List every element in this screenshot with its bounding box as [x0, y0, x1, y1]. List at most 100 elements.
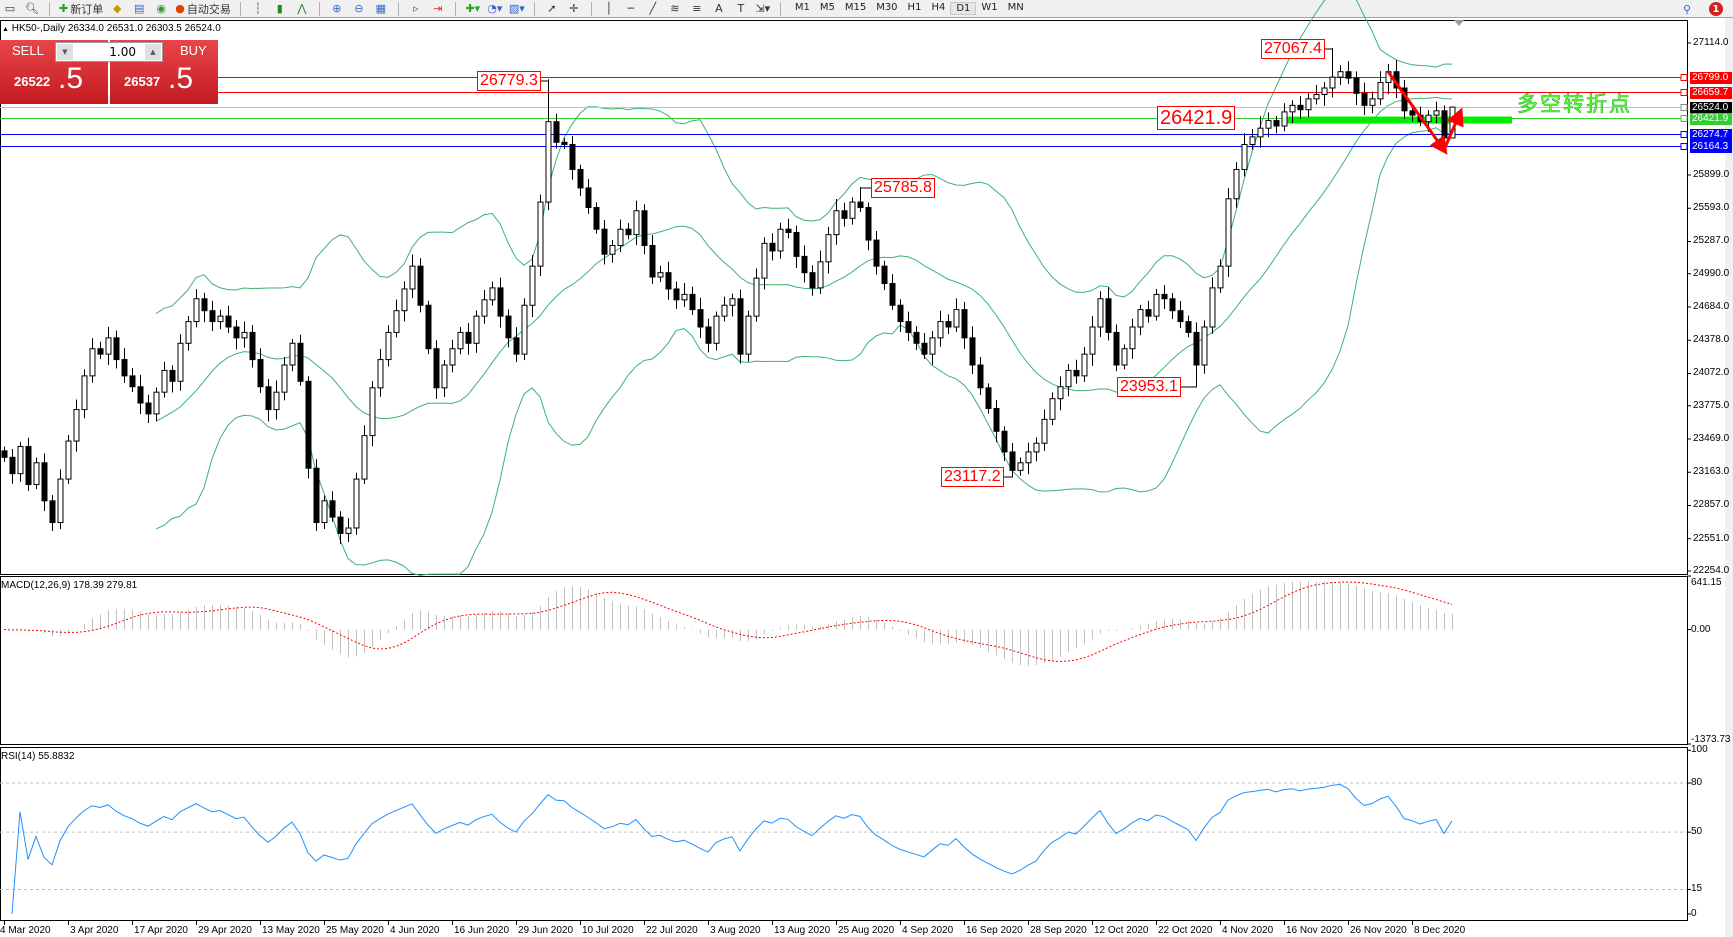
- candle: [361, 425, 368, 484]
- bar-chart-icon[interactable]: ┆: [254, 2, 262, 15]
- candle-body-bull: [481, 299, 488, 317]
- candle: [345, 518, 352, 542]
- candle-body-bear: [1193, 331, 1200, 366]
- new-order-label: 新订单: [70, 2, 104, 16]
- candle: [1225, 187, 1232, 277]
- candle: [1233, 162, 1240, 208]
- candle-body-bull: [393, 310, 400, 333]
- lot-value: 1.00: [109, 45, 136, 59]
- fibo-fan-icon[interactable]: ≡: [692, 2, 702, 15]
- periods-icon[interactable]: ◔▾: [487, 2, 503, 15]
- candle-body-bear: [121, 359, 128, 377]
- price-line-marker: [1680, 131, 1688, 138]
- timeframe-h1[interactable]: H1: [907, 2, 922, 13]
- timeframe-mn[interactable]: MN: [1007, 2, 1024, 13]
- candle-body-bear: [769, 242, 776, 252]
- vertical-line-icon[interactable]: │: [605, 2, 613, 15]
- y-tick-label: 22551.0: [1693, 532, 1730, 544]
- text-icon[interactable]: A: [715, 2, 723, 15]
- timeframe-m1[interactable]: M1: [794, 2, 810, 13]
- fibonacci-icon[interactable]: ≋: [670, 2, 680, 15]
- line-chart-icon[interactable]: ⋀: [297, 2, 307, 15]
- extreme-connector: [1324, 48, 1333, 50]
- candle-body-bull: [33, 462, 40, 486]
- y-tick-label: 23163.0: [1693, 466, 1730, 478]
- candle-body-bull: [777, 228, 784, 252]
- candle-body-bull: [449, 348, 456, 366]
- new-chart-icon[interactable]: ▭: [4, 2, 16, 15]
- candle-body-bear: [977, 364, 984, 389]
- candle-body-bear: [673, 288, 680, 301]
- new-order-icon: ✚: [59, 2, 69, 15]
- crosshair-icon[interactable]: ✛: [569, 2, 579, 15]
- timeframe-w1[interactable]: W1: [981, 2, 998, 13]
- x-tick-label: 29 Apr 2020: [198, 925, 252, 936]
- arrows-icon[interactable]: ⇲▾: [755, 2, 771, 15]
- auto-trading-button[interactable]: ● 自动交易: [175, 1, 231, 17]
- candle: [385, 325, 392, 367]
- collapse-triangle-icon[interactable]: ▲: [2, 26, 9, 33]
- label-icon[interactable]: T: [737, 2, 745, 15]
- toolbar-right: ⚲ 1: [1679, 0, 1723, 18]
- shift-icon[interactable]: ⇥: [433, 2, 443, 15]
- new-order-button[interactable]: ✚ 新订单: [59, 1, 103, 17]
- search-icon[interactable]: ⚲: [1682, 2, 1692, 16]
- candle-body-bear: [9, 456, 16, 475]
- templates-icon[interactable]: ▧▾: [508, 2, 525, 15]
- candle-body-bull: [753, 277, 760, 317]
- tile-icon[interactable]: ▦: [375, 2, 387, 15]
- candle: [497, 277, 504, 328]
- candle-body-bear: [465, 331, 472, 344]
- timeframe-d1[interactable]: D1: [950, 2, 977, 15]
- candle-body-bull: [73, 409, 80, 442]
- zoom-out-icon[interactable]: ⊖: [354, 2, 364, 15]
- candlestick-icon[interactable]: ▮: [276, 2, 283, 15]
- candle: [337, 511, 344, 544]
- candle-body-bear: [137, 386, 144, 404]
- candle-body-bull: [177, 342, 184, 382]
- cursor-icon[interactable]: ➚: [547, 2, 557, 15]
- candle-body-bull: [681, 293, 688, 301]
- up-arrow: [1442, 107, 1464, 151]
- macd-y-label: 641.15: [1691, 577, 1722, 588]
- candle: [937, 310, 944, 347]
- candle-body-bull: [1081, 353, 1088, 377]
- scroll-icon[interactable]: ▹: [413, 2, 419, 15]
- indicators-icon[interactable]: ✚▾: [465, 2, 481, 15]
- timeframe-m5[interactable]: M5: [819, 2, 835, 13]
- candle: [993, 399, 1000, 443]
- market-watch-icon[interactable]: ◆: [112, 2, 122, 15]
- horizontal-line-icon[interactable]: ─: [627, 2, 635, 15]
- trendline-icon[interactable]: ╱: [649, 2, 657, 15]
- candle-body-bear: [785, 228, 792, 233]
- notification-icon[interactable]: 1: [1709, 2, 1723, 16]
- candle: [105, 326, 112, 365]
- candle: [505, 309, 512, 348]
- candle: [233, 320, 240, 350]
- navigator-icon[interactable]: ▤: [134, 2, 145, 15]
- support-zone-bar: [1287, 116, 1512, 124]
- candle-body-bear: [425, 304, 432, 350]
- timeframe-m30[interactable]: M30: [876, 2, 898, 13]
- candle: [617, 219, 624, 253]
- candle-body-bull: [1041, 418, 1048, 444]
- lot-decrease-button[interactable]: ▼: [57, 44, 73, 60]
- lot-increase-button[interactable]: ▲: [145, 44, 161, 60]
- lot-size-input[interactable]: ▼ 1.00 ▲: [55, 42, 163, 62]
- candle: [609, 239, 616, 263]
- candle-body-bull: [401, 288, 408, 312]
- buy-label: BUY: [180, 43, 207, 58]
- candle: [817, 250, 824, 294]
- y-tick-label: 22857.0: [1693, 499, 1730, 511]
- zoom-icon[interactable]: 🔍︎: [25, 2, 39, 15]
- candle-body-bull: [369, 387, 376, 437]
- signals-icon[interactable]: ◉: [156, 2, 167, 15]
- candle-body-bear: [1409, 110, 1416, 116]
- candle: [257, 348, 264, 393]
- zoom-in-icon[interactable]: ⊕: [332, 2, 342, 15]
- timeframe-h4[interactable]: H4: [931, 2, 946, 13]
- candle: [1081, 347, 1088, 382]
- timeframe-m15[interactable]: M15: [844, 2, 867, 13]
- candle: [297, 334, 304, 386]
